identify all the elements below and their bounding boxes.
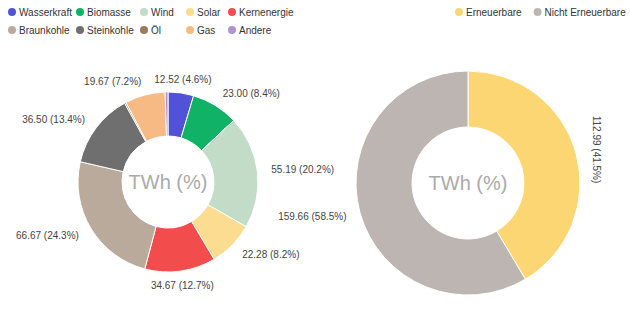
legend-label: Andere [239, 25, 272, 36]
data-label: 112.99 (41.5%) [591, 116, 602, 184]
legend-label: Biomasse [87, 7, 131, 18]
slices [356, 71, 580, 295]
data-label: 36.50 (13.4%) [22, 114, 85, 125]
slices [78, 92, 258, 272]
legend-label: Gas [197, 25, 215, 36]
legend-label: Öl [151, 25, 161, 36]
data-label: 55.19 (20.2%) [271, 164, 334, 175]
slice [356, 71, 525, 295]
legend-label: Kernenergie [239, 7, 294, 18]
legend-marker [76, 8, 84, 16]
legend: Wasserkraft Biomasse Wind Solar Kernenergie B… [8, 7, 294, 36]
legend-label: Erneuerbare [466, 7, 522, 18]
legend-marker [8, 8, 16, 16]
legend-label: Wind [151, 7, 174, 18]
legend-marker [534, 8, 542, 16]
legend-label: Braunkohle [19, 25, 70, 36]
data-label: 22.28 (8.2%) [242, 249, 299, 260]
center-title: TWh (%) [429, 172, 508, 194]
legend-marker [76, 26, 84, 34]
legend-label: Wasserkraft [19, 7, 72, 18]
legend-label: Solar [197, 7, 221, 18]
data-labels: 12.52 (4.6%) 23.00 (8.4%) 55.19 (20.2%) 22.… [16, 74, 334, 291]
legend-marker [186, 8, 194, 16]
data-label: 23.00 (8.4%) [223, 88, 280, 99]
data-label: 159.66 (58.5%) [278, 211, 346, 222]
center-title: TWh (%) [129, 171, 208, 193]
data-label: 12.52 (4.6%) [154, 74, 211, 85]
data-label: 19.67 (7.2%) [84, 76, 141, 87]
legend: Erneuerbare Nicht Erneuerbare [455, 7, 626, 18]
legend-marker [228, 26, 236, 34]
data-label: 34.67 (12.7%) [151, 280, 214, 291]
legend-marker [140, 26, 148, 34]
legend-label: Steinkohle [87, 25, 134, 36]
legend-label: Nicht Erneuerbare [545, 7, 627, 18]
data-labels: 112.99 (41.5%) 159.66 (58.5%) [278, 116, 602, 222]
legend-marker [186, 26, 194, 34]
legend-marker [8, 26, 16, 34]
slice [165, 92, 168, 136]
data-label: 66.67 (24.3%) [16, 230, 79, 241]
legend-marker [140, 8, 148, 16]
legend-marker [455, 8, 463, 16]
slice [126, 92, 167, 141]
legend-marker [228, 8, 236, 16]
